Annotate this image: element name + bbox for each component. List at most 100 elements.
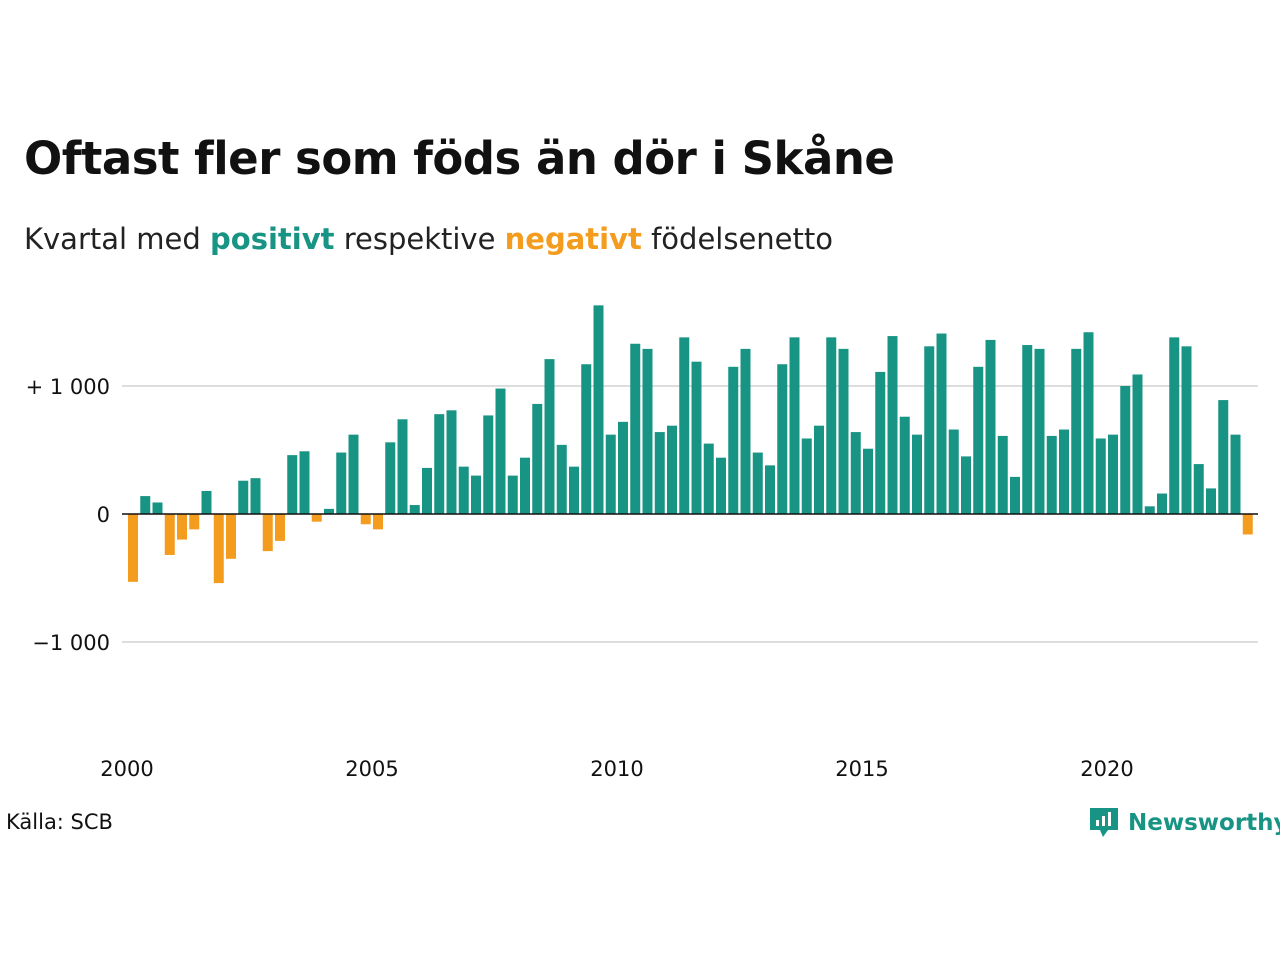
y-axis: + 1 000 0 −1 000 — [26, 375, 1258, 655]
bar — [899, 416, 910, 514]
bar — [765, 465, 775, 514]
bar — [838, 348, 849, 514]
bar — [740, 348, 751, 514]
bar — [275, 514, 285, 541]
chart-title: Oftast fler som föds än dör i Skåne — [24, 132, 895, 185]
bar — [385, 442, 396, 514]
subtitle-negative-word: negativt — [504, 222, 642, 256]
bar — [850, 432, 861, 514]
subtitle-suffix: födelsenetto — [641, 222, 833, 256]
bar — [887, 336, 898, 514]
bar — [262, 514, 273, 552]
x-tick-label: 2015 — [835, 757, 888, 781]
source-label: Källa: SCB — [6, 810, 113, 834]
bar — [593, 305, 604, 514]
y-tick-label: −1 000 — [32, 631, 110, 655]
bar — [409, 505, 420, 514]
subtitle-positive-word: positivt — [210, 222, 335, 256]
bar — [434, 414, 445, 514]
bar — [360, 514, 371, 525]
bar — [1242, 514, 1253, 535]
bars — [128, 305, 1253, 584]
x-tick-label: 2000 — [100, 757, 153, 781]
bar — [1181, 346, 1192, 514]
bar — [422, 467, 432, 514]
bar — [569, 466, 579, 514]
bar — [1059, 429, 1069, 514]
bar — [936, 333, 947, 514]
bar — [581, 364, 592, 514]
bar — [1218, 400, 1229, 514]
bar — [863, 448, 873, 514]
bar — [299, 451, 310, 514]
bar — [201, 490, 212, 514]
bar — [471, 475, 481, 514]
bar — [961, 456, 971, 514]
bar — [458, 466, 469, 514]
bar — [544, 359, 555, 514]
bar — [1022, 345, 1033, 514]
chart-subtitle: Kvartal med positivt respektive negativt… — [24, 222, 833, 256]
bar — [1206, 488, 1216, 514]
newsworthy-logo: Newsworthy — [1088, 805, 1280, 841]
bar — [238, 480, 249, 514]
bar — [1108, 434, 1118, 514]
bar — [373, 514, 383, 530]
bar — [1010, 476, 1020, 514]
bar — [287, 455, 298, 514]
bar — [1046, 435, 1057, 514]
bar — [226, 514, 236, 559]
bar — [152, 502, 163, 514]
x-axis: 2000 2005 2010 2015 2020 — [100, 757, 1133, 781]
bar — [752, 452, 763, 514]
bar — [777, 364, 788, 514]
bar — [397, 419, 408, 514]
logo-text: Newsworthy — [1128, 810, 1280, 836]
bar — [348, 434, 359, 514]
bar — [875, 371, 886, 514]
bar — [446, 410, 457, 514]
bar — [1120, 386, 1131, 514]
bar — [997, 435, 1008, 514]
bar — [679, 337, 690, 514]
bar — [324, 508, 334, 514]
bar — [667, 425, 677, 514]
bar — [1034, 348, 1045, 514]
bar — [642, 348, 653, 514]
bar — [532, 403, 543, 514]
bar — [507, 475, 518, 514]
newsworthy-chart-bubble-icon — [1090, 808, 1118, 837]
bar — [495, 388, 506, 514]
bar — [1144, 506, 1155, 514]
subtitle-middle: respektive — [334, 222, 505, 256]
bar — [336, 452, 347, 514]
bar — [483, 415, 494, 514]
bar — [985, 339, 996, 514]
bar — [691, 361, 702, 514]
bar — [703, 443, 714, 514]
bar — [556, 444, 567, 514]
y-tick-label: + 1 000 — [26, 375, 110, 399]
bar — [250, 478, 261, 514]
bar — [1071, 348, 1082, 514]
bar — [605, 434, 616, 514]
y-tick-label: 0 — [97, 503, 110, 527]
bar — [826, 337, 837, 514]
bar — [716, 457, 726, 514]
bar — [1132, 374, 1143, 514]
bar — [1230, 434, 1241, 514]
bar — [1095, 438, 1106, 514]
bar — [728, 366, 739, 514]
bar — [1193, 464, 1204, 514]
bar — [128, 514, 138, 582]
bar — [164, 514, 175, 555]
bar — [924, 346, 935, 514]
bar — [912, 434, 922, 514]
bar — [973, 366, 984, 514]
bar — [189, 514, 200, 530]
bar-chart: + 1 000 0 −1 000 2000 2005 2010 2015 2020 — [26, 305, 1258, 781]
bar — [814, 425, 824, 514]
x-tick-label: 2010 — [590, 757, 643, 781]
bar — [618, 421, 628, 514]
bar — [1083, 332, 1094, 514]
